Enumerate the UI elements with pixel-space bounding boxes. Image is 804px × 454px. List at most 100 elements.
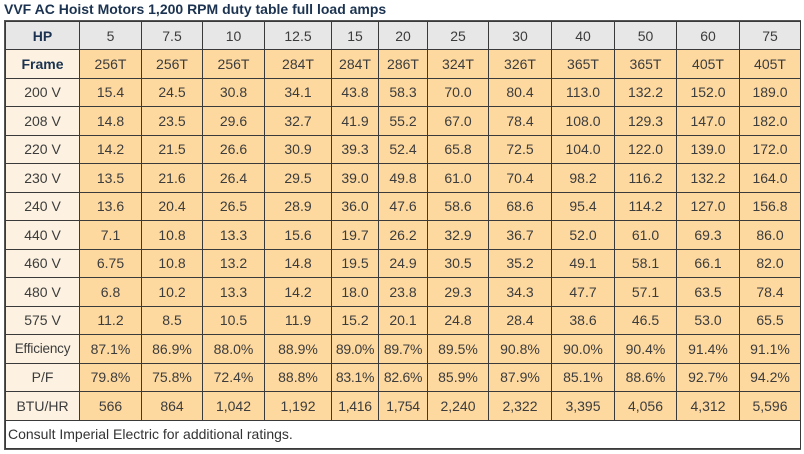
table-cell: 85.1% <box>551 362 615 392</box>
table-cell: 88.0% <box>202 334 265 364</box>
table-cell: 189.0 <box>739 77 801 107</box>
table-cell: 49.8 <box>378 163 428 193</box>
table-cell: 24.5 <box>141 77 203 107</box>
table-cell: 87.9% <box>488 362 552 392</box>
table-cell: 68.6 <box>488 191 552 221</box>
table-cell: 864 <box>141 391 203 421</box>
table-cell: 67.0 <box>427 106 489 136</box>
table-cell: 256T <box>79 49 142 79</box>
table-cell: 23.8 <box>378 277 428 307</box>
table-cell: 2,322 <box>488 391 552 421</box>
table-cell: 326T <box>488 49 552 79</box>
table-cell: 164.0 <box>739 163 801 193</box>
row-label: 480 V <box>5 277 80 307</box>
table-cell: 28.4 <box>488 305 552 335</box>
table-cell: 32.7 <box>264 106 332 136</box>
table-cell: 365T <box>614 49 677 79</box>
table-cell: 26.4 <box>202 163 265 193</box>
table-cell: 24.9 <box>378 248 428 278</box>
table-row-440-v: 440 V 7.1 10.8 13.3 15.6 19.7 26.2 32.9 36.7 52.0… <box>5 220 801 250</box>
table-cell: 24.8 <box>427 305 489 335</box>
table-cell: 13.5 <box>79 163 142 193</box>
table-cell: 29.5 <box>264 163 332 193</box>
hp-header-cell: 12.5 <box>264 21 332 50</box>
table-cell: 6.8 <box>79 277 142 307</box>
row-label: 460 V <box>5 248 80 278</box>
table-cell: 324T <box>427 49 489 79</box>
table-cell: 113.0 <box>551 77 615 107</box>
table-cell: 152.0 <box>676 77 740 107</box>
table-cell: 104.0 <box>551 134 615 164</box>
table-cell: 19.7 <box>331 220 379 250</box>
table-cell: 89.0% <box>331 334 379 364</box>
table-cell: 52.0 <box>551 220 615 250</box>
table-cell: 26.2 <box>378 220 428 250</box>
table-cell: 78.4 <box>739 277 801 307</box>
table-cell: 11.9 <box>264 305 332 335</box>
table-cell: 36.7 <box>488 220 552 250</box>
table-cell: 13.2 <box>202 248 265 278</box>
table-cell: 75.8% <box>141 362 203 392</box>
table-cell: 14.2 <box>79 134 142 164</box>
table-cell: 82.0 <box>739 248 801 278</box>
table-cell: 26.6 <box>202 134 265 164</box>
hp-header-cell: 30 <box>488 21 552 50</box>
table-cell: 284T <box>331 49 379 79</box>
table-cell: 39.0 <box>331 163 379 193</box>
table-row-p-f: P/F 79.8% 75.8% 72.4% 88.8% 83.1% 82.6% 85.9% 87… <box>5 362 801 392</box>
table-cell: 29.3 <box>427 277 489 307</box>
table-cell: 89.7% <box>378 334 428 364</box>
row-label: Efficiency <box>5 334 80 364</box>
row-label: 240 V <box>5 191 80 221</box>
table-cell: 10.5 <box>202 305 265 335</box>
table-cell: 286T <box>378 49 428 79</box>
table-cell: 88.6% <box>614 362 677 392</box>
table-row-frame: Frame 256T 256T 256T 284T 284T 286T 324T 326T 365… <box>5 49 801 79</box>
table-cell: 85.9% <box>427 362 489 392</box>
table-cell: 132.2 <box>614 77 677 107</box>
table-cell: 30.9 <box>264 134 332 164</box>
hp-header-cell: 20 <box>378 21 428 50</box>
table-cell: 90.4% <box>614 334 677 364</box>
table-cell: 34.1 <box>264 77 332 107</box>
table-cell: 116.2 <box>614 163 677 193</box>
row-label: BTU/HR <box>5 391 80 421</box>
row-label: 208 V <box>5 106 80 136</box>
table-cell: 256T <box>202 49 265 79</box>
table-cell: 69.3 <box>676 220 740 250</box>
table-cell: 38.6 <box>551 305 615 335</box>
table-cell: 1,042 <box>202 391 265 421</box>
hp-header-cell: 60 <box>676 21 740 50</box>
table-cell: 13.3 <box>202 220 265 250</box>
table-row-220-v: 220 V 14.2 21.5 26.6 30.9 39.3 52.4 65.8 72.5 104… <box>5 134 801 164</box>
table-cell: 78.4 <box>488 106 552 136</box>
table-cell: 83.1% <box>331 362 379 392</box>
row-label: 230 V <box>5 163 80 193</box>
table-row-efficiency: Efficiency 87.1% 86.9% 88.0% 88.9% 89.0% 89.7%… <box>5 334 801 364</box>
table-cell: 122.0 <box>614 134 677 164</box>
table-cell: 35.2 <box>488 248 552 278</box>
table-cell: 23.5 <box>141 106 203 136</box>
table-cell: 1,754 <box>378 391 428 421</box>
table-cell: 20.1 <box>378 305 428 335</box>
table-cell: 21.5 <box>141 134 203 164</box>
table-row-208-v: 208 V 14.8 23.5 29.6 32.7 41.9 55.2 67.0 78.4 108… <box>5 106 801 136</box>
table-cell: 284T <box>264 49 332 79</box>
footnote-row: Consult Imperial Electric for additional… <box>5 419 801 449</box>
table-cell: 13.6 <box>79 191 142 221</box>
table-cell: 2,240 <box>427 391 489 421</box>
hp-header-cell: 7.5 <box>141 21 203 50</box>
table-cell: 87.1% <box>79 334 142 364</box>
hp-header-cell: 40 <box>551 21 615 50</box>
table-row-480-v: 480 V 6.8 10.2 13.3 14.2 18.0 23.8 29.3 34.3 47.7… <box>5 277 801 307</box>
table-cell: 36.0 <box>331 191 379 221</box>
table-cell: 41.9 <box>331 106 379 136</box>
table-cell: 86.0 <box>739 220 801 250</box>
row-label: 220 V <box>5 134 80 164</box>
motor-table-container: HP 5 7.5 10 12.5 15 20 25 30 40 50 60 75 Frame 256T 256… <box>4 20 801 450</box>
table-cell: 5,596 <box>739 391 801 421</box>
table-cell: 94.2% <box>739 362 801 392</box>
footnote: Consult Imperial Electric for additional… <box>5 419 801 449</box>
table-cell: 566 <box>79 391 142 421</box>
table-cell: 139.0 <box>676 134 740 164</box>
